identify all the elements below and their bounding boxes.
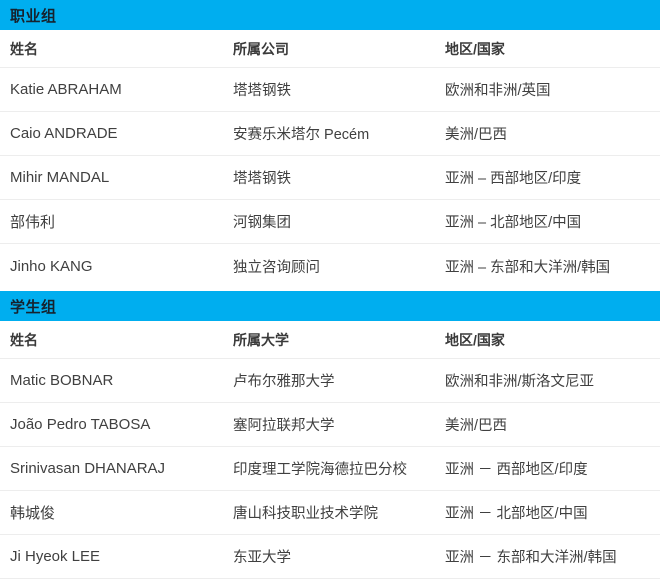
cell-name: Mihir MANDAL	[10, 169, 110, 186]
section-header-bar: 职业组	[0, 0, 660, 30]
cell-region: 亚洲 － 北部地区/中国	[445, 506, 588, 522]
cell-name: Srinivasan DHANARAJ	[10, 460, 166, 477]
cell-org: 安赛乐米塔尔 Pecém	[233, 127, 370, 143]
cell-region: 美洲/巴西	[445, 418, 508, 434]
cell-name: Katie ABRAHAM	[10, 81, 122, 98]
cell-region: 欧洲和非洲/英国	[445, 83, 551, 99]
table-row: Mihir MANDAL 塔塔钢铁 亚洲 – 西部地区/印度	[0, 156, 660, 200]
column-header-name: 姓名	[10, 40, 38, 57]
cell-region: 亚洲 － 东部和大洋洲/韩国	[445, 550, 617, 566]
cell-org: 独立咨询顾问	[233, 259, 320, 276]
cell-region: 美洲/巴西	[445, 127, 508, 143]
cell-region: 欧洲和非洲/斯洛文尼亚	[445, 374, 595, 390]
table-row: Jinho KANG 独立咨询顾问 亚洲 – 东部和大洋洲/韩国	[0, 244, 660, 288]
cell-org: 塔塔钢铁	[233, 83, 291, 99]
section-title: 学生组	[10, 298, 57, 316]
column-header-org: 所属公司	[233, 40, 289, 57]
cell-region: 亚洲 – 西部地区/印度	[445, 171, 582, 187]
cell-region: 亚洲 － 西部地区/印度	[445, 462, 588, 478]
column-header-name: 姓名	[10, 331, 38, 348]
section-professional-group: 职业组 姓名 所属公司 地区/国家 Katie ABRAHAM 塔塔钢铁 欧洲和…	[0, 0, 660, 288]
cell-name: Ji Hyeok LEE	[10, 548, 101, 565]
cell-org: 河钢集团	[233, 215, 291, 231]
table-row: Caio ANDRADE 安赛乐米塔尔 Pecém 美洲/巴西	[0, 112, 660, 156]
table-row: João Pedro TABOSA 塞阿拉联邦大学 美洲/巴西	[0, 403, 660, 447]
cell-name: 韩城俊	[10, 505, 56, 522]
cell-name: 部伟利	[10, 214, 56, 231]
cell-name: Matic BOBNAR	[10, 372, 114, 389]
column-header-region: 地区/国家	[445, 331, 505, 348]
cell-org: 卢布尔雅那大学	[233, 374, 335, 390]
cell-name: Caio ANDRADE	[10, 125, 118, 142]
cell-org: 东亚大学	[233, 550, 291, 566]
table-row: Srinivasan DHANARAJ 印度理工学院海德拉巴分校 亚洲 － 西部…	[0, 447, 660, 491]
cell-name: João Pedro TABOSA	[10, 416, 151, 433]
column-header-row: 姓名 所属大学 地区/国家	[0, 321, 660, 359]
cell-region: 亚洲 – 东部和大洋洲/韩国	[445, 259, 611, 276]
table-row: 部伟利 河钢集团 亚洲 – 北部地区/中国	[0, 200, 660, 244]
column-header-org: 所属大学	[233, 331, 289, 348]
column-header-region: 地区/国家	[445, 40, 505, 57]
section-title: 职业组	[10, 7, 57, 25]
cell-name: Jinho KANG	[10, 257, 93, 275]
cell-org: 塔塔钢铁	[233, 171, 291, 187]
section-header-bar: 学生组	[0, 291, 660, 321]
table-row: Ji Hyeok LEE 东亚大学 亚洲 － 东部和大洋洲/韩国	[0, 535, 660, 579]
column-header-row: 姓名 所属公司 地区/国家	[0, 30, 660, 68]
table-row: Katie ABRAHAM 塔塔钢铁 欧洲和非洲/英国	[0, 68, 660, 112]
table-row: 韩城俊 唐山科技职业技术学院 亚洲 － 北部地区/中国	[0, 491, 660, 535]
cell-org: 唐山科技职业技术学院	[233, 506, 378, 522]
table-row: Matic BOBNAR 卢布尔雅那大学 欧洲和非洲/斯洛文尼亚	[0, 359, 660, 403]
cell-org: 印度理工学院海德拉巴分校	[233, 462, 407, 478]
cell-region: 亚洲 – 北部地区/中国	[445, 215, 582, 231]
cell-org: 塞阿拉联邦大学	[233, 418, 335, 434]
section-student-group: 学生组 姓名 所属大学 地区/国家 Matic BOBNAR 卢布尔雅那大学 欧…	[0, 291, 660, 579]
